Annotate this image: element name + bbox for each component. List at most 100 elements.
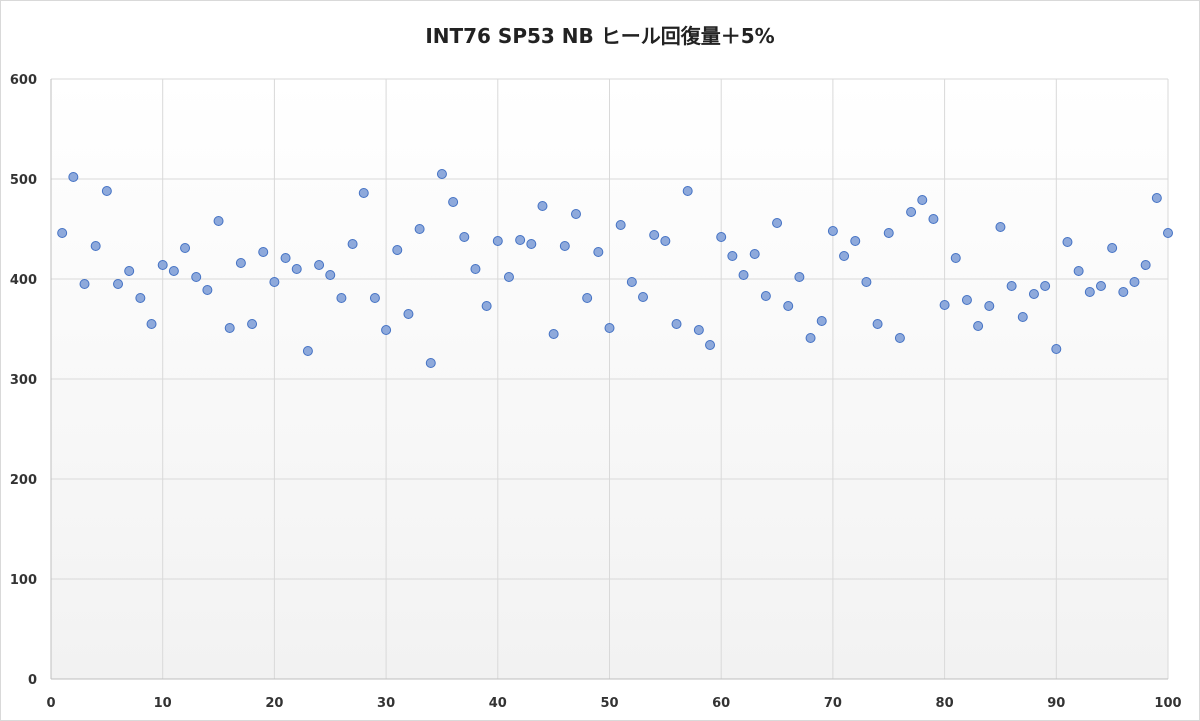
data-point — [492, 236, 503, 246]
data-point — [235, 258, 246, 268]
data-point — [113, 279, 124, 289]
y-tick-label: 400 — [10, 273, 37, 288]
data-point — [1118, 287, 1129, 297]
data-point — [515, 235, 526, 245]
data-point — [79, 279, 90, 289]
data-point — [638, 292, 649, 302]
data-point — [1073, 266, 1084, 276]
chart-title: INT76 SP53 NB ヒール回復量＋5% — [425, 24, 775, 48]
data-point — [314, 260, 325, 270]
data-point — [604, 323, 615, 333]
data-point — [202, 285, 213, 295]
data-point — [839, 251, 850, 261]
data-point — [381, 325, 392, 335]
data-point — [57, 228, 68, 238]
data-point — [1107, 243, 1118, 253]
data-point — [570, 209, 581, 219]
data-point — [794, 272, 805, 282]
data-point — [671, 319, 682, 329]
data-point — [191, 272, 202, 282]
data-point — [101, 186, 112, 196]
data-point — [1006, 281, 1017, 291]
x-tick-label: 40 — [489, 696, 507, 711]
data-point — [883, 228, 894, 238]
data-point — [1051, 344, 1062, 354]
data-point — [582, 293, 593, 303]
data-point — [124, 266, 135, 276]
x-tick-label: 90 — [1047, 696, 1065, 711]
data-point — [537, 201, 548, 211]
data-point — [861, 277, 872, 287]
data-point — [1017, 312, 1028, 322]
data-point — [760, 291, 771, 301]
data-point — [1040, 281, 1051, 291]
data-point — [336, 293, 347, 303]
data-point — [727, 251, 738, 261]
x-tick-label: 0 — [46, 696, 55, 711]
x-tick-label: 50 — [600, 696, 618, 711]
x-tick-label: 20 — [265, 696, 283, 711]
data-point — [1095, 281, 1106, 291]
data-point — [548, 329, 559, 339]
data-point — [470, 264, 481, 274]
data-point — [503, 272, 514, 282]
data-point — [995, 222, 1006, 232]
axes — [50, 79, 1168, 680]
data-point — [984, 301, 995, 311]
data-point — [180, 243, 191, 253]
data-point — [615, 220, 626, 230]
data-point — [425, 358, 436, 368]
y-tick-label: 500 — [10, 173, 37, 188]
data-point — [559, 241, 570, 251]
data-point — [481, 301, 492, 311]
data-point — [716, 232, 727, 242]
data-point — [682, 186, 693, 196]
data-point — [414, 224, 425, 234]
data-point — [369, 293, 380, 303]
data-point — [894, 333, 905, 343]
data-point — [347, 239, 358, 249]
y-tick-label: 100 — [10, 573, 37, 588]
data-point — [850, 236, 861, 246]
data-point — [459, 232, 470, 242]
data-point — [626, 277, 637, 287]
data-point — [1129, 277, 1140, 287]
y-tick-label: 200 — [10, 473, 37, 488]
data-point — [436, 169, 447, 179]
tick-labels: 0 100 200 300 400 500 600 0 10 20 30 40 50 60 70 80 90 10… — [10, 73, 1182, 711]
x-tick-label: 100 — [1154, 696, 1181, 711]
data-point — [448, 197, 459, 207]
data-point — [90, 241, 101, 251]
data-point — [783, 301, 794, 311]
data-point — [705, 340, 716, 350]
data-point — [224, 323, 235, 333]
data-point — [291, 264, 302, 274]
x-tick-label: 10 — [154, 696, 172, 711]
y-tick-label: 600 — [10, 73, 37, 88]
data-point — [269, 277, 280, 287]
data-point — [168, 266, 179, 276]
data-point — [258, 247, 269, 257]
data-point — [213, 216, 224, 226]
data-point — [928, 214, 939, 224]
data-point — [1163, 228, 1173, 238]
data-point — [973, 321, 984, 331]
data-point — [403, 309, 414, 319]
data-point — [1140, 260, 1151, 270]
data-point — [358, 188, 369, 198]
data-point — [738, 270, 749, 280]
data-point — [961, 295, 972, 305]
data-point — [1084, 287, 1095, 297]
data-point — [526, 239, 537, 249]
data-point — [660, 236, 671, 246]
data-point — [950, 253, 961, 263]
data-point — [1062, 237, 1073, 247]
data-point — [693, 325, 704, 335]
data-point — [247, 319, 258, 329]
data-point — [1151, 193, 1162, 203]
data-point — [302, 346, 313, 356]
data-point — [872, 319, 883, 329]
data-point — [280, 253, 291, 263]
data-point — [906, 207, 917, 217]
